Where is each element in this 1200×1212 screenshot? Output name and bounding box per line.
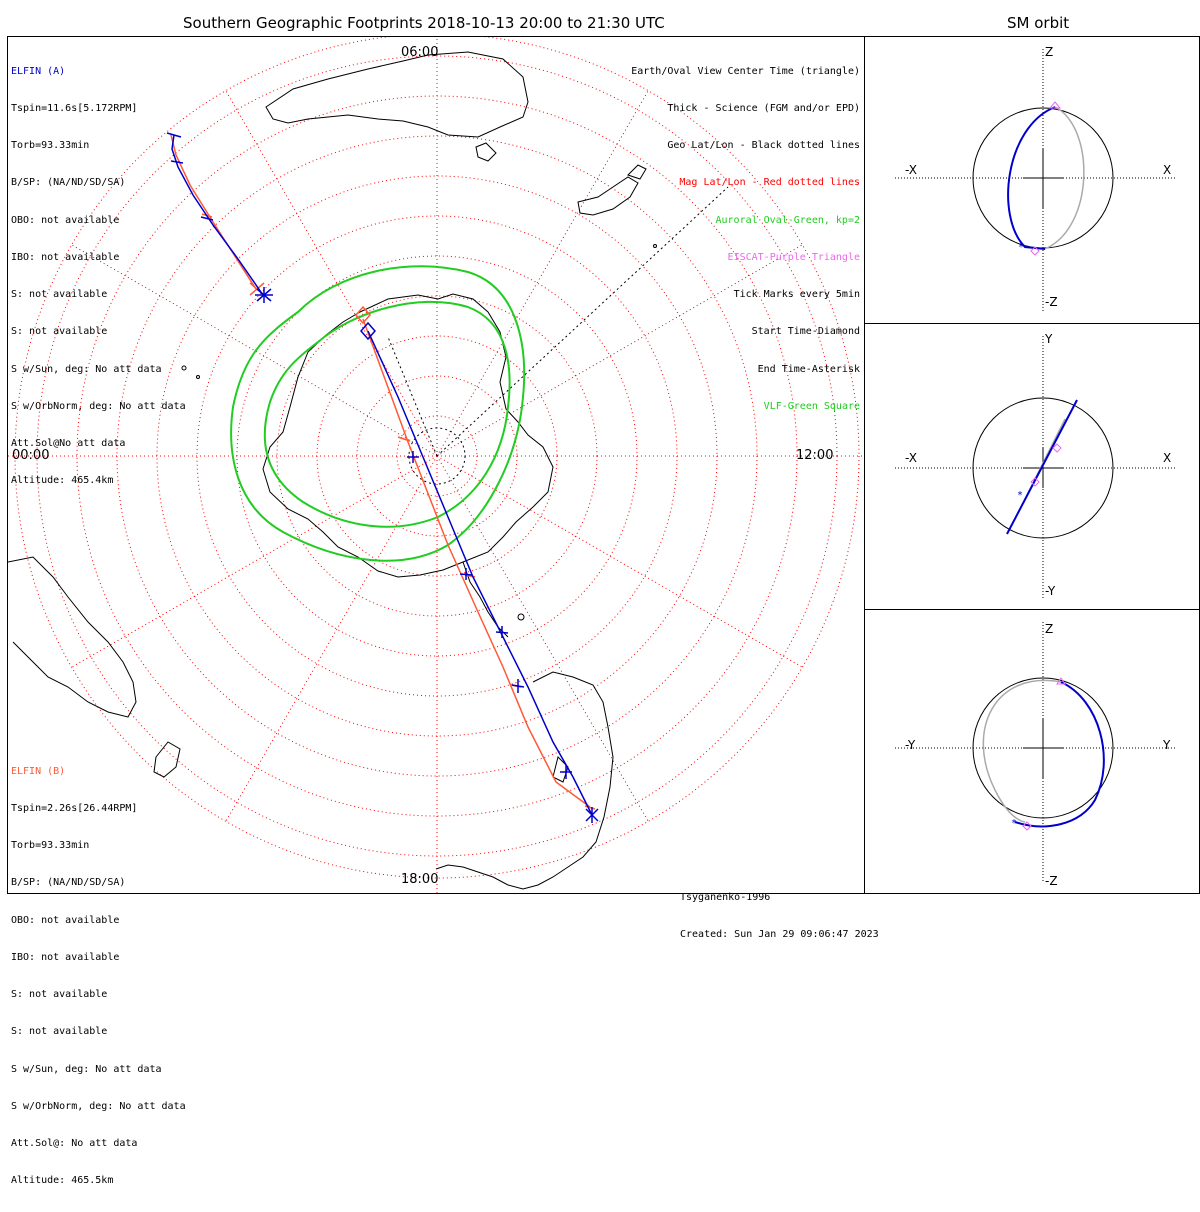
- figure-title: Southern Geographic Footprints 2018-10-1…: [183, 14, 665, 32]
- sm-orbit-plot-yz: *: [895, 622, 1175, 883]
- elfin-b-info: ELFIN (B) Tspin=2.26s[26.44RPM] Torb=93.…: [11, 741, 186, 1212]
- axis-label-top: Y: [1045, 332, 1053, 346]
- footprint-map-panel: ELFIN (A) Tspin=11.6s[5.172RPM] Torb=93.…: [7, 36, 879, 1186]
- legend-entry: Auroral Oval-Green, kp=2: [715, 214, 861, 226]
- elfin-a-track: [166, 132, 599, 823]
- coastlines: [8, 51, 657, 890]
- elfin-a-line: S w/Sun, deg: No att data: [11, 363, 162, 375]
- elfin-b-line: Tspin=2.26s[26.44RPM]: [11, 803, 138, 815]
- legend-entry: Earth/Oval View Center Time (triangle): [631, 65, 860, 77]
- geo-grid-lines: [387, 186, 729, 485]
- legend-entry: Start Time-Diamond: [751, 326, 860, 338]
- elfin-b-line: Altitude: 465.5km: [11, 1175, 114, 1187]
- svg-text:*: *: [1017, 490, 1023, 501]
- sm-orbit-title: SM orbit: [1007, 14, 1070, 32]
- legend-entry: Thick - Science (FGM and/or EPD): [667, 103, 860, 115]
- elfin-b-start-diamond: [355, 305, 371, 325]
- axis-label-right: X: [1163, 163, 1172, 177]
- elfin-a-line: Att.Sol@No att data: [11, 438, 126, 449]
- legend-entry: End Time-Asterisk: [757, 363, 860, 375]
- footprint-map: [8, 37, 866, 895]
- sm-orbit-panel-yz: * Z -Z -Y Y: [864, 609, 1200, 894]
- elfin-b-line: OBO: not available: [11, 914, 120, 926]
- axis-label-top: Z: [1045, 45, 1054, 59]
- map-label-left: 00:00: [12, 448, 50, 463]
- footer: Tsyganenko-1996 Created: Sun Jan 29 09:0…: [680, 867, 879, 966]
- svg-text:*: *: [1018, 242, 1024, 253]
- elfin-b-line: S: not available: [11, 1026, 108, 1038]
- elfin-b-line: S w/Sun, deg: No att data: [11, 1063, 162, 1075]
- elfin-a-line: Altitude: 465.4km: [11, 475, 114, 487]
- elfin-b-name: ELFIN (B): [11, 765, 66, 777]
- map-label-right: 12:00: [796, 448, 834, 463]
- axis-label-right: X: [1163, 451, 1172, 465]
- sm-orbit-plot-xz: *: [895, 49, 1175, 313]
- elfin-b-line: S: not available: [11, 989, 108, 1001]
- axis-label-top: Z: [1045, 622, 1054, 636]
- axis-label-right: Y: [1163, 738, 1171, 752]
- axis-label-left: -Y: [905, 738, 916, 752]
- legend-entry: EISCAT-Purple Triangle: [727, 251, 860, 263]
- elfin-b-line: IBO: not available: [11, 951, 120, 963]
- axis-label-left: -X: [905, 163, 917, 177]
- model-label: Tsyganenko-1996: [680, 891, 771, 903]
- elfin-a-name: ELFIN (A): [11, 65, 66, 77]
- axis-label-bottom: -Z: [1045, 874, 1058, 888]
- auroral-ovals: [230, 265, 526, 562]
- legend: Earth/Oval View Center Time (triangle) T…: [631, 41, 860, 438]
- elfin-a-line: S: not available: [11, 289, 108, 301]
- legend-entry: Geo Lat/Lon - Black dotted lines: [667, 140, 860, 152]
- elfin-a-line: Torb=93.33min: [11, 140, 90, 152]
- elfin-a-info: ELFIN (A) Tspin=11.6s[5.172RPM] Torb=93.…: [11, 41, 186, 512]
- elfin-b-line: S w/OrbNorm, deg: No att data: [11, 1100, 186, 1112]
- axis-label-bottom: -Z: [1045, 295, 1058, 309]
- elfin-a-line: S: not available: [11, 326, 108, 338]
- sm-orbit-plot-xy: *: [895, 336, 1175, 599]
- elfin-b-line: Att.Sol@: No att data: [11, 1138, 138, 1149]
- elfin-b-line: Torb=93.33min: [11, 840, 90, 852]
- elfin-a-line: Tspin=11.6s[5.172RPM]: [11, 103, 138, 115]
- legend-entry: Tick Marks every 5min: [733, 289, 860, 301]
- elfin-a-line: OBO: not available: [11, 214, 120, 226]
- elfin-b-line: B/SP: (NA/ND/SD/SA): [11, 877, 126, 889]
- svg-text:*: *: [1011, 818, 1017, 829]
- elfin-a-line: B/SP: (NA/ND/SD/SA): [11, 177, 126, 189]
- sm-orbit-panel-xz: * Z -Z -X X: [864, 36, 1200, 324]
- elfin-a-line: IBO: not available: [11, 251, 120, 263]
- elfin-a-line: S w/OrbNorm, deg: No att data: [11, 400, 186, 412]
- created-label: Created: Sun Jan 29 09:06:47 2023: [680, 929, 879, 941]
- sm-orbit-panel-xy: * Y -Y -X X: [864, 323, 1200, 610]
- axis-label-left: -X: [905, 451, 917, 465]
- legend-entry: Mag Lat/Lon - Red dotted lines: [679, 177, 860, 189]
- map-label-bottom: 18:00: [401, 872, 439, 887]
- legend-entry: VLF-Green Square: [763, 400, 860, 412]
- elfin-b-track: [170, 134, 596, 810]
- elfin-a-start-diamond: [360, 321, 376, 341]
- axis-label-bottom: -Y: [1045, 584, 1056, 598]
- map-label-top: 06:00: [401, 45, 439, 60]
